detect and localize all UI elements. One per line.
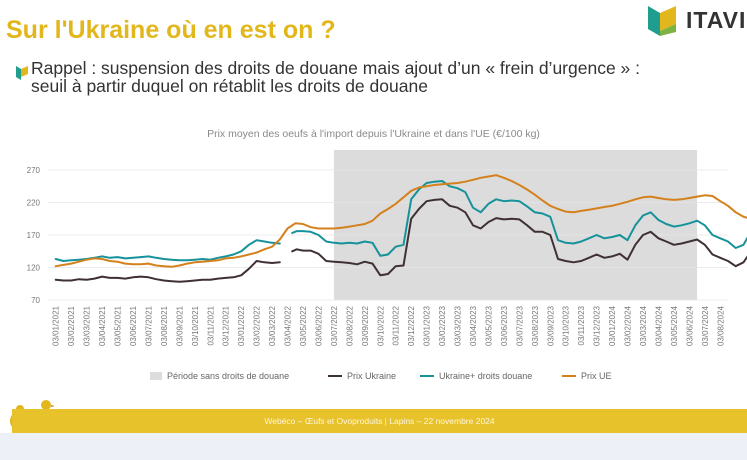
- x-tick-label: 03/12/2021: [222, 305, 231, 346]
- legend-swatch-prix-ue: [562, 375, 576, 377]
- x-tick-label: 03/12/2023: [593, 305, 602, 346]
- x-tick-label: 03/07/2021: [144, 305, 153, 346]
- legend-swatch-period: [150, 372, 162, 380]
- x-tick-label: 03/08/2021: [160, 305, 169, 346]
- legend-item-prix-ukraine: Prix Ukraine: [328, 371, 396, 381]
- x-tick-label: 03/10/2022: [376, 305, 385, 346]
- logo-text: ITAVI: [686, 7, 747, 33]
- y-tick-label: 220: [27, 199, 41, 208]
- x-tick-label: 03/02/2024: [624, 305, 633, 346]
- legend-label-prix-ukraine: Prix Ukraine: [347, 371, 397, 381]
- x-tick-label: 03/02/2021: [67, 305, 76, 346]
- y-tick-label: 270: [27, 166, 41, 175]
- x-tick-label: 03/11/2022: [392, 305, 401, 345]
- footer-band: Webéco – Œufs et Ovoproduits | Lapins – …: [12, 409, 747, 433]
- legend-label-period: Période sans droits de douane: [167, 371, 290, 381]
- bottom-band: [0, 433, 747, 460]
- x-tick-label: 03/07/2022: [330, 305, 339, 346]
- legend-swatch-prix-ukraine: [328, 375, 342, 377]
- x-tick-label: 03/12/2022: [407, 305, 416, 346]
- x-tick-label: 03/10/2023: [562, 305, 571, 346]
- chick-head-right: [41, 400, 51, 410]
- legend-item-ukraine-droits: Ukraine+ droits douane: [420, 371, 532, 381]
- chart-title: Prix moyen des oeufs à l'import depuis l…: [207, 128, 540, 140]
- x-tick-label: 03/01/2022: [237, 305, 246, 346]
- x-tick-label: 03/03/2021: [83, 305, 92, 346]
- x-tick-label: 03/05/2024: [670, 305, 679, 346]
- x-tick-label: 03/11/2023: [577, 305, 586, 345]
- x-tick-label: 03/09/2021: [175, 305, 184, 346]
- x-tick-label: 03/07/2024: [701, 305, 710, 346]
- x-tick-label: 03/02/2023: [438, 305, 447, 346]
- x-tick-label: 03/01/2023: [423, 305, 432, 346]
- x-tick-label: 03/06/2023: [500, 305, 509, 346]
- itavi-logo-icon: [648, 6, 676, 36]
- slide-title: Sur l'Ukraine où en est on ?: [6, 16, 336, 44]
- x-tick-label: 03/04/2021: [98, 305, 107, 346]
- legend-swatch-ukraine-droits: [420, 375, 434, 377]
- legend-label-prix-ue: Prix UE: [581, 371, 612, 381]
- x-tick-label: 03/04/2024: [654, 305, 663, 346]
- x-tick-label: 03/07/2023: [515, 305, 524, 346]
- series-line-2: [54, 174, 747, 268]
- x-tick-label: 03/10/2021: [191, 305, 200, 346]
- x-tick-label: 03/11/2021: [206, 305, 215, 345]
- x-tick-label: 03/08/2023: [531, 305, 540, 346]
- footer-text: Webéco – Œufs et Ovoproduits | Lapins – …: [264, 416, 495, 426]
- x-tick-label: 03/05/2022: [299, 305, 308, 346]
- x-tick-label: 03/06/2024: [685, 305, 694, 346]
- x-tick-label: 03/05/2021: [114, 305, 123, 346]
- x-tick-label: 03/02/2022: [253, 305, 262, 346]
- x-tick-label: 03/06/2021: [129, 305, 138, 346]
- bullet-icon: [16, 66, 28, 80]
- legend-label-ukraine-droits: Ukraine+ droits douane: [439, 371, 533, 381]
- x-tick-label: 03/01/2024: [608, 305, 617, 346]
- itavi-logo: ITAVI: [646, 4, 747, 38]
- series-line-0: [54, 198, 747, 283]
- y-tick-label: 120: [27, 264, 41, 273]
- x-tick-label: 03/05/2023: [484, 305, 493, 346]
- x-tick-label: 03/03/2022: [268, 305, 277, 346]
- chart-legend: Période sans droits de douane Prix Ukrai…: [150, 371, 670, 385]
- x-tick-label: 03/08/2022: [345, 305, 354, 346]
- legend-item-prix-ue: Prix UE: [562, 371, 612, 381]
- x-tick-label: 03/04/2022: [284, 305, 293, 346]
- bullet-text: Rappel : suspension des droits de douane…: [31, 58, 641, 96]
- x-tick-label: 03/06/2022: [314, 305, 323, 346]
- y-tick-label: 70: [31, 296, 40, 305]
- x-tick-label: 03/09/2023: [546, 305, 555, 346]
- x-tick-label: 03/03/2023: [454, 305, 463, 346]
- x-tick-label: 03/09/2022: [361, 305, 370, 346]
- bullet-point: Rappel : suspension des droits de douane…: [12, 59, 672, 95]
- x-tick-label: 03/08/2024: [716, 305, 725, 346]
- period-shade: [333, 150, 698, 300]
- x-tick-label: 03/04/2023: [469, 305, 478, 346]
- y-tick-label: 170: [27, 231, 41, 240]
- price-line-chart: 70 120 170 220 270 03/01/2021 03/02/2021 03/03/…: [27, 150, 747, 346]
- x-tick-label: 03/01/2021: [52, 305, 61, 346]
- chick-beak: [51, 405, 55, 407]
- legend-item-period: Période sans droits de douane: [150, 371, 289, 381]
- x-tick-label: 03/03/2024: [639, 305, 648, 346]
